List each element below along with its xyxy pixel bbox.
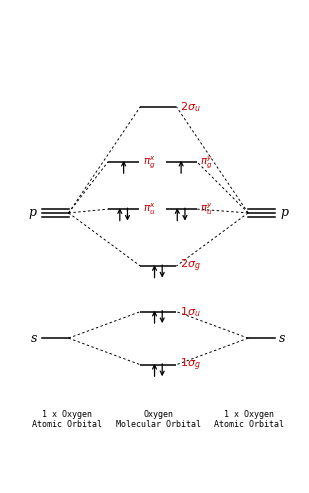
Text: $1\sigma_g$: $1\sigma_g$: [180, 356, 201, 373]
Text: $2\sigma_g$: $2\sigma_g$: [180, 258, 201, 274]
Text: p: p: [28, 207, 36, 219]
Text: $\pi_u^y$: $\pi_u^y$: [200, 202, 214, 217]
Text: 1 x Oxygen
Atomic Orbital: 1 x Oxygen Atomic Orbital: [214, 410, 284, 429]
Text: $1\sigma_u$: $1\sigma_u$: [180, 305, 201, 318]
Text: $\pi_g^x$: $\pi_g^x$: [143, 154, 156, 170]
Text: 1 x Oxygen
Atomic Orbital: 1 x Oxygen Atomic Orbital: [32, 410, 102, 429]
Text: s: s: [279, 332, 286, 345]
Text: p: p: [281, 207, 289, 219]
Text: Oxygen
Molecular Orbital: Oxygen Molecular Orbital: [116, 410, 201, 429]
Text: $2\sigma_u$: $2\sigma_u$: [180, 100, 201, 113]
Text: s: s: [31, 332, 37, 345]
Text: $\pi_u^x$: $\pi_u^x$: [143, 202, 156, 217]
Text: $\pi_g^y$: $\pi_g^y$: [200, 154, 214, 170]
